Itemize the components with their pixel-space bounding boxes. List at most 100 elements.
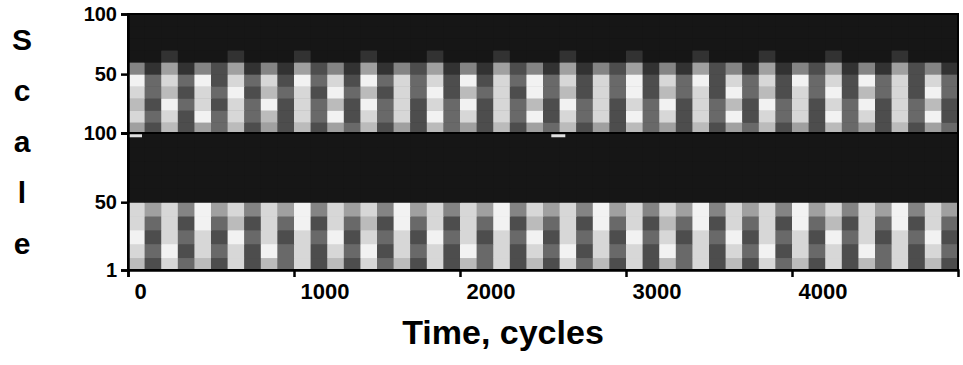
heat-cell <box>311 244 328 258</box>
heat-cell <box>842 133 859 147</box>
heat-cell <box>228 14 245 27</box>
heat-cell <box>344 188 361 202</box>
heat-cell <box>875 216 892 230</box>
heat-cell <box>809 175 826 189</box>
heat-cell <box>759 147 776 161</box>
heat-cell <box>394 26 411 39</box>
heat-cell <box>510 202 527 216</box>
heat-cell <box>194 14 211 27</box>
heat-cell <box>576 62 593 75</box>
heat-cell <box>858 26 875 39</box>
heat-cell <box>626 62 643 75</box>
heat-cell <box>211 202 228 216</box>
heat-cell <box>759 50 776 63</box>
heat-cell <box>211 50 228 63</box>
heat-cell <box>443 122 460 133</box>
heat-cell <box>560 110 577 123</box>
heat-cell <box>560 14 577 27</box>
heat-cell <box>809 188 826 202</box>
heat-cell <box>128 122 145 133</box>
heat-cell <box>344 147 361 161</box>
heat-cell <box>676 122 693 133</box>
heat-cell <box>576 14 593 27</box>
heat-cell <box>477 175 494 189</box>
heat-cell <box>842 26 859 39</box>
heat-cell <box>925 258 942 270</box>
heat-cell <box>427 50 444 63</box>
heat-cell <box>344 98 361 111</box>
heat-cell <box>709 26 726 39</box>
heat-cell <box>410 110 427 123</box>
heat-cell <box>825 110 842 123</box>
heat-cell <box>244 86 261 99</box>
heat-cell <box>858 38 875 51</box>
heat-cell <box>128 216 145 230</box>
heat-cell <box>410 216 427 230</box>
heat-cell <box>294 147 311 161</box>
heat-cell <box>526 98 543 111</box>
heat-cell <box>676 86 693 99</box>
heat-cell <box>925 133 942 147</box>
heat-cell <box>842 202 859 216</box>
heat-cell <box>211 147 228 161</box>
heat-cell <box>775 188 792 202</box>
heat-cell <box>742 122 759 133</box>
heat-cell <box>510 14 527 27</box>
heat-cell <box>477 258 494 270</box>
heat-cell <box>360 216 377 230</box>
heat-cell <box>394 230 411 244</box>
heat-cell <box>344 62 361 75</box>
y-tick: 50 <box>95 191 128 213</box>
heat-cell <box>692 161 709 175</box>
heat-cell <box>908 244 925 258</box>
heat-cell <box>178 62 195 75</box>
heat-cell <box>543 230 560 244</box>
heat-cell <box>842 161 859 175</box>
heat-cell <box>510 26 527 39</box>
heat-cell <box>875 110 892 123</box>
heat-cell <box>609 202 626 216</box>
heat-cell <box>908 230 925 244</box>
heat-cell <box>277 38 294 51</box>
heat-cell <box>676 98 693 111</box>
heat-cell <box>925 230 942 244</box>
heat-cell <box>526 86 543 99</box>
heat-cell <box>443 26 460 39</box>
heat-cell <box>526 188 543 202</box>
heat-cell <box>261 38 278 51</box>
heat-cell <box>194 26 211 39</box>
heat-cell <box>228 244 245 258</box>
heat-cell <box>277 133 294 147</box>
heat-cell <box>842 38 859 51</box>
heat-cell <box>875 50 892 63</box>
heat-cell <box>709 202 726 216</box>
heat-cell <box>925 50 942 63</box>
heat-cell <box>892 188 909 202</box>
heat-cell <box>692 258 709 270</box>
heat-cell <box>178 14 195 27</box>
heat-cell <box>892 230 909 244</box>
heat-cell <box>460 86 477 99</box>
heat-cell <box>775 202 792 216</box>
heat-cell <box>327 216 344 230</box>
heat-cell <box>477 110 494 123</box>
heat-cell <box>759 110 776 123</box>
heat-cell <box>692 188 709 202</box>
heat-cell <box>311 202 328 216</box>
heat-cell <box>759 258 776 270</box>
heat-cell <box>809 122 826 133</box>
heat-cell <box>277 110 294 123</box>
heat-cell <box>676 38 693 51</box>
heat-cell <box>145 62 162 75</box>
heat-cell <box>377 14 394 27</box>
heat-cell <box>128 258 145 270</box>
heat-cell <box>526 14 543 27</box>
heat-cell <box>510 74 527 87</box>
heat-cell <box>560 86 577 99</box>
heat-cell <box>858 122 875 133</box>
heat-cell <box>194 230 211 244</box>
heat-cell <box>908 122 925 133</box>
heat-cell <box>510 38 527 51</box>
heat-cell <box>643 202 660 216</box>
heat-cell <box>194 244 211 258</box>
